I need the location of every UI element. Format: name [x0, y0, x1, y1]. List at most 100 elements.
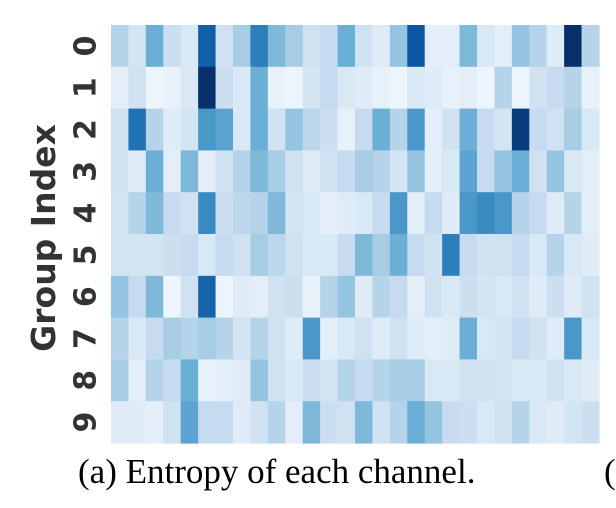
- heatmap-cell-r9-c15: [372, 401, 391, 444]
- heatmap-cell-r5-c14: [355, 234, 374, 277]
- heatmap-cell-r8-c9: [267, 359, 286, 402]
- heatmap-cell-r2-c23: [511, 108, 530, 151]
- heatmap-cell-r3-c16: [389, 150, 408, 193]
- heatmap-cell-r8-c23: [511, 359, 530, 402]
- heatmap-cell-r5-c5: [198, 234, 217, 277]
- heatmap-cell-r7-c8: [250, 317, 269, 360]
- heatmap-cell-r7-c5: [198, 317, 217, 360]
- heatmap-cell-r4-c6: [215, 192, 234, 235]
- heatmap-cell-r0-c24: [529, 25, 548, 68]
- heatmap-cell-r7-c21: [477, 317, 496, 360]
- heatmap-cell-r2-c2: [145, 108, 164, 151]
- heatmap-cell-r9-c14: [355, 401, 374, 444]
- heatmap-cell-r8-c15: [372, 359, 391, 402]
- heatmap-cell-r9-c19: [442, 401, 461, 444]
- y-tick-label-7: 7: [69, 328, 104, 349]
- heatmap-cell-r4-c17: [407, 192, 426, 235]
- heatmap-cells: [111, 25, 600, 444]
- heatmap-cell-r8-c18: [424, 359, 443, 402]
- heatmap-cell-r7-c22: [494, 317, 513, 360]
- figure-caption: (a) Entropy of each channel.: [78, 452, 476, 491]
- heatmap-cell-r1-c5: [198, 66, 217, 110]
- heatmap-cell-r1-c15: [372, 66, 391, 110]
- heatmap-cell-r2-c1: [128, 108, 147, 151]
- heatmap-cell-r4-c25: [546, 192, 565, 235]
- heatmap-cell-r7-c20: [459, 317, 478, 360]
- heatmap-cell-r5-c15: [372, 234, 391, 277]
- heatmap-cell-r6-c15: [372, 275, 391, 319]
- heatmap-cell-r9-c16: [389, 401, 408, 444]
- heatmap-cell-r5-c16: [389, 234, 408, 277]
- heatmap-cell-r8-c27: [581, 359, 600, 402]
- heatmap-cell-r1-c6: [215, 66, 234, 110]
- heatmap-cell-r6-c13: [337, 275, 356, 319]
- heatmap-cell-r4-c19: [442, 192, 461, 235]
- heatmap-cell-r4-c4: [180, 192, 199, 235]
- heatmap-cell-r4-c3: [163, 192, 182, 235]
- heatmap-cell-r6-c16: [389, 275, 408, 319]
- heatmap-cell-r2-c24: [529, 108, 548, 151]
- heatmap-cell-r9-c27: [581, 401, 600, 444]
- heatmap-cell-r8-c17: [407, 359, 426, 402]
- heatmap-cell-r0-c22: [494, 25, 513, 68]
- y-tick-label-0: 0: [69, 35, 104, 56]
- heatmap-cell-r8-c1: [128, 359, 147, 402]
- heatmap-cell-r3-c0: [111, 150, 130, 193]
- heatmap-cell-r1-c20: [459, 66, 478, 110]
- heatmap-cell-r8-c14: [355, 359, 374, 402]
- heatmap-cell-r3-c19: [442, 150, 461, 193]
- heatmap-cell-r5-c13: [337, 234, 356, 277]
- heatmap-cell-r6-c10: [285, 275, 304, 319]
- heatmap-cell-r6-c8: [250, 275, 269, 319]
- heatmap-cell-r3-c12: [320, 150, 339, 193]
- heatmap-cell-r5-c1: [128, 234, 147, 277]
- heatmap-cell-r7-c7: [233, 317, 252, 360]
- heatmap-cell-r2-c8: [250, 108, 269, 151]
- heatmap-cell-r6-c1: [128, 275, 147, 319]
- heatmap-cell-r0-c2: [145, 25, 164, 68]
- y-tick-label-5: 5: [69, 244, 104, 265]
- heatmap-cell-r4-c24: [529, 192, 548, 235]
- heatmap-cell-r2-c15: [372, 108, 391, 151]
- heatmap-cell-r1-c4: [180, 66, 199, 110]
- heatmap-cell-r4-c23: [511, 192, 530, 235]
- heatmap-cell-r9-c12: [320, 401, 339, 444]
- heatmap-cell-r9-c13: [337, 401, 356, 444]
- heatmap-cell-r8-c8: [250, 359, 269, 402]
- heatmap-cell-r7-c6: [215, 317, 234, 360]
- heatmap-cell-r3-c22: [494, 150, 513, 193]
- heatmap-cell-r1-c7: [233, 66, 252, 110]
- heatmap-cell-r8-c24: [529, 359, 548, 402]
- heatmap-cell-r0-c20: [459, 25, 478, 68]
- heatmap-cell-r8-c13: [337, 359, 356, 402]
- heatmap-cell-r4-c12: [320, 192, 339, 235]
- heatmap-cell-r5-c21: [477, 234, 496, 277]
- heatmap-cell-r2-c18: [424, 108, 443, 151]
- heatmap-cell-r6-c12: [320, 275, 339, 319]
- heatmap-cell-r1-c9: [267, 66, 286, 110]
- y-tick-label-1: 1: [69, 77, 104, 98]
- heatmap-cell-r3-c15: [372, 150, 391, 193]
- heatmap-cell-r4-c26: [564, 192, 583, 235]
- heatmap-cell-r4-c5: [198, 192, 217, 235]
- heatmap-cell-r5-c19: [442, 234, 461, 277]
- heatmap-cell-r8-c16: [389, 359, 408, 402]
- heatmap-cell-r7-c11: [302, 317, 321, 360]
- heatmap-cell-r2-c0: [111, 108, 130, 151]
- heatmap-cell-r4-c0: [111, 192, 130, 235]
- heatmap-cell-r8-c5: [198, 359, 217, 402]
- heatmap-cell-r3-c9: [267, 150, 286, 193]
- heatmap-cell-r6-c11: [302, 275, 321, 319]
- heatmap-cell-r9-c1: [128, 401, 147, 444]
- heatmap-cell-r9-c23: [511, 401, 530, 444]
- heatmap-cell-r0-c9: [267, 25, 286, 68]
- heatmap-cell-r3-c13: [337, 150, 356, 193]
- heatmap-cell-r5-c4: [180, 234, 199, 277]
- heatmap-cell-r2-c9: [267, 108, 286, 151]
- heatmap-cell-r1-c12: [320, 66, 339, 110]
- heatmap-cell-r0-c0: [111, 25, 130, 68]
- heatmap-cell-r3-c25: [546, 150, 565, 193]
- heatmap-cell-r2-c7: [233, 108, 252, 151]
- heatmap-cell-r0-c19: [442, 25, 461, 68]
- heatmap-cell-r3-c4: [180, 150, 199, 193]
